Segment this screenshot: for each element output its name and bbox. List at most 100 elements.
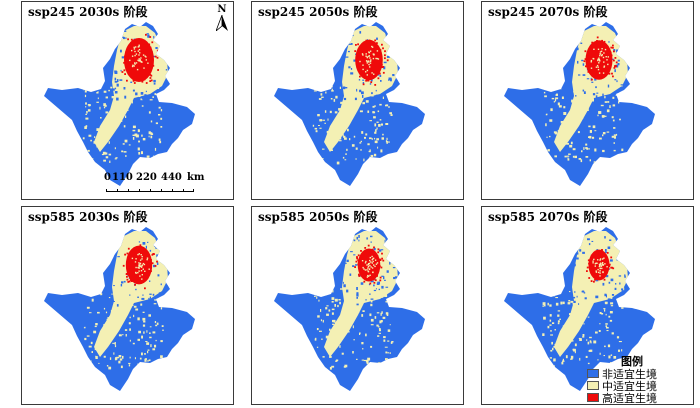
moderate-speckle: [131, 257, 134, 260]
moderate-speckle: [154, 147, 157, 151]
high-speckle: [375, 64, 378, 67]
moderate-speckle: [593, 161, 596, 164]
unsuitable-speckle: [121, 281, 124, 284]
high-speckle: [144, 287, 146, 290]
high-speckle: [600, 65, 603, 68]
high-speckle: [128, 263, 130, 266]
high-speckle: [143, 253, 146, 256]
high-speckle: [597, 262, 600, 264]
moderate-speckle: [82, 365, 85, 367]
high-speckle: [596, 52, 599, 54]
high-speckle: [382, 47, 384, 50]
moderate-speckle: [603, 52, 605, 54]
moderate-speckle: [364, 136, 366, 139]
unsuitable-speckle: [350, 251, 353, 253]
moderate-speckle: [550, 330, 552, 332]
high-speckle: [362, 41, 365, 44]
moderate-speckle: [543, 316, 546, 320]
moderate-speckle: [322, 148, 325, 150]
moderate-speckle: [85, 117, 89, 120]
unsuitable-speckle: [165, 243, 168, 245]
moderate-speckle: [542, 147, 545, 150]
unsuitable-speckle: [612, 94, 615, 96]
moderate-speckle: [607, 56, 609, 58]
moderate-speckle: [333, 340, 336, 343]
moderate-speckle: [338, 108, 341, 111]
high-speckle: [376, 255, 379, 257]
moderate-speckle: [601, 54, 603, 56]
moderate-speckle: [344, 307, 346, 311]
moderate-speckle: [601, 55, 603, 57]
unsuitable-speckle: [159, 239, 161, 241]
high-speckle: [601, 267, 604, 270]
unsuitable-speckle: [114, 87, 117, 90]
moderate-speckle: [592, 98, 594, 102]
moderate-speckle: [597, 66, 599, 68]
high-speckle: [146, 67, 149, 70]
unsuitable-speckle: [607, 298, 611, 301]
moderate-speckle: [366, 276, 369, 278]
moderate-speckle: [319, 330, 322, 332]
moderate-speckle: [616, 336, 620, 339]
moderate-speckle: [361, 300, 364, 303]
moderate-speckle: [342, 156, 345, 159]
moderate-speckle: [108, 366, 112, 370]
high-speckle: [357, 254, 360, 257]
high-speckle: [367, 66, 370, 68]
moderate-speckle: [315, 157, 319, 159]
high-speckle: [140, 272, 142, 275]
moderate-speckle: [117, 120, 120, 124]
unsuitable-speckle: [381, 275, 384, 277]
unsuitable-speckle: [352, 265, 355, 267]
unsuitable-speckle: [604, 293, 607, 297]
moderate-speckle: [370, 324, 374, 326]
moderate-speckle: [97, 135, 100, 138]
high-speckle: [156, 49, 159, 52]
moderate-speckle: [368, 51, 370, 53]
map-panel-ssp245-2070s: ssp245 2070s 阶段: [481, 1, 694, 200]
moderate-speckle: [562, 301, 565, 305]
high-speckle: [386, 59, 389, 62]
high-speckle: [606, 252, 609, 254]
moderate-speckle: [128, 362, 131, 364]
moderate-speckle: [105, 156, 109, 159]
moderate-speckle: [131, 49, 133, 52]
moderate-speckle: [142, 311, 145, 313]
high-speckle: [129, 279, 132, 281]
high-speckle: [139, 253, 141, 256]
moderate-speckle: [372, 258, 374, 260]
high-speckle: [378, 63, 380, 66]
moderate-speckle: [88, 134, 92, 137]
moderate-speckle: [379, 363, 382, 366]
unsuitable-speckle: [581, 59, 584, 62]
high-speckle: [149, 73, 152, 76]
moderate-speckle: [587, 341, 590, 345]
moderate-speckle: [339, 86, 341, 89]
moderate-speckle: [369, 264, 371, 267]
moderate-speckle: [373, 116, 376, 119]
moderate-speckle: [332, 342, 335, 345]
moderate-speckle: [107, 331, 110, 334]
high-speckle: [147, 61, 150, 64]
moderate-speckle: [376, 50, 379, 52]
high-speckle: [145, 256, 148, 259]
moderate-speckle: [379, 119, 382, 121]
moderate-speckle: [141, 255, 143, 258]
moderate-speckle: [372, 57, 375, 60]
moderate-speckle: [362, 310, 365, 312]
moderate-speckle: [125, 334, 127, 337]
unsuitable-speckle: [577, 60, 579, 64]
moderate-speckle: [573, 348, 576, 352]
moderate-speckle: [553, 346, 555, 348]
moderate-speckle: [621, 148, 624, 152]
moderate-speckle: [565, 355, 568, 359]
moderate-speckle: [589, 159, 591, 162]
map-panel-ssp585-2050s: ssp585 2050s 阶段: [251, 206, 464, 405]
moderate-speckle: [138, 49, 141, 51]
moderate-speckle: [340, 109, 342, 112]
moderate-speckle: [145, 89, 148, 91]
moderate-speckle: [605, 56, 607, 58]
moderate-speckle: [558, 139, 560, 142]
high-speckle: [376, 275, 378, 277]
moderate-speckle: [137, 266, 139, 269]
